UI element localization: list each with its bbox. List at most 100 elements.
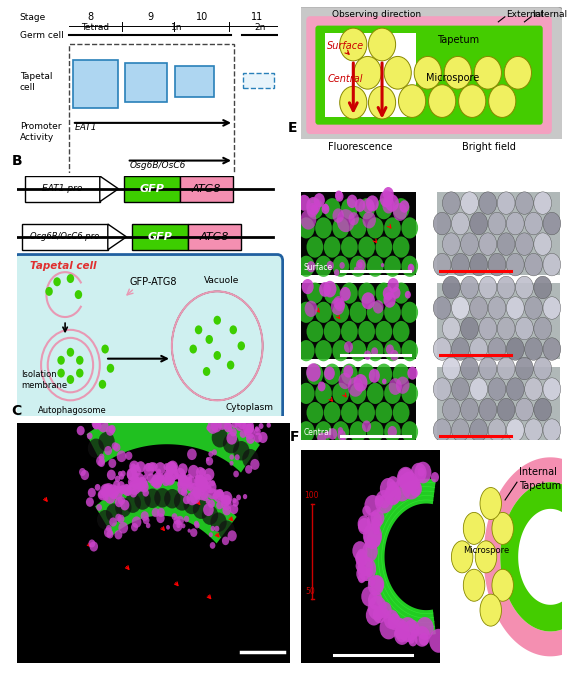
Circle shape (188, 465, 199, 478)
Circle shape (366, 196, 379, 211)
Circle shape (340, 28, 367, 61)
Circle shape (337, 430, 346, 440)
Circle shape (334, 269, 339, 276)
Circle shape (307, 198, 323, 219)
Circle shape (340, 287, 350, 301)
Circle shape (433, 213, 451, 235)
Circle shape (347, 194, 357, 208)
Circle shape (57, 368, 65, 378)
Circle shape (358, 518, 371, 535)
Circle shape (488, 419, 506, 441)
Circle shape (507, 419, 524, 441)
Circle shape (181, 488, 187, 496)
Circle shape (307, 282, 323, 304)
Circle shape (497, 276, 515, 299)
Circle shape (525, 213, 542, 235)
Circle shape (350, 340, 366, 362)
Circle shape (131, 465, 141, 477)
Circle shape (331, 298, 345, 315)
Circle shape (156, 473, 165, 484)
Text: C: C (11, 404, 22, 418)
Circle shape (516, 398, 533, 421)
Circle shape (375, 495, 384, 506)
Circle shape (135, 476, 140, 482)
Circle shape (364, 351, 371, 360)
Circle shape (224, 420, 232, 430)
Circle shape (235, 418, 245, 431)
FancyBboxPatch shape (126, 62, 167, 102)
Circle shape (53, 278, 61, 286)
Circle shape (126, 452, 132, 460)
Circle shape (492, 512, 513, 544)
Circle shape (105, 492, 115, 504)
Circle shape (368, 575, 384, 596)
Circle shape (133, 479, 142, 489)
Circle shape (187, 529, 191, 533)
Circle shape (338, 427, 343, 434)
Circle shape (507, 338, 524, 360)
Circle shape (122, 485, 132, 496)
Circle shape (461, 318, 478, 340)
Circle shape (507, 253, 524, 276)
Circle shape (227, 361, 235, 370)
Circle shape (112, 487, 123, 500)
Circle shape (452, 253, 469, 276)
Circle shape (300, 210, 316, 230)
Circle shape (335, 298, 345, 311)
FancyBboxPatch shape (180, 176, 233, 202)
Circle shape (543, 338, 561, 360)
Circle shape (414, 626, 430, 647)
Circle shape (158, 475, 162, 481)
Circle shape (100, 483, 112, 498)
Circle shape (57, 356, 65, 365)
Circle shape (79, 468, 86, 476)
Circle shape (534, 233, 552, 255)
Circle shape (433, 338, 451, 360)
Circle shape (340, 262, 345, 269)
Circle shape (390, 350, 399, 361)
Circle shape (214, 351, 221, 360)
Circle shape (384, 609, 399, 629)
Circle shape (461, 398, 478, 421)
Circle shape (324, 321, 340, 342)
Circle shape (147, 473, 155, 483)
Circle shape (98, 420, 108, 433)
Circle shape (375, 321, 392, 342)
Circle shape (402, 302, 418, 323)
Circle shape (212, 493, 218, 500)
Circle shape (174, 492, 190, 510)
Circle shape (105, 446, 112, 455)
Circle shape (135, 490, 151, 510)
Circle shape (212, 450, 217, 456)
Circle shape (186, 476, 195, 486)
Circle shape (534, 398, 552, 421)
Bar (301, 283, 416, 359)
Text: GFP-ATG8: GFP-ATG8 (129, 277, 177, 287)
Circle shape (178, 463, 187, 475)
Circle shape (206, 481, 216, 494)
Circle shape (470, 213, 487, 235)
Circle shape (187, 449, 197, 460)
Circle shape (384, 421, 401, 442)
Circle shape (116, 486, 120, 492)
Circle shape (240, 430, 247, 438)
Circle shape (442, 357, 460, 380)
Circle shape (66, 375, 74, 384)
Circle shape (118, 515, 124, 523)
Circle shape (200, 483, 207, 492)
Circle shape (375, 402, 392, 423)
Circle shape (333, 296, 344, 309)
Circle shape (543, 213, 561, 235)
Circle shape (107, 484, 119, 498)
Circle shape (341, 364, 358, 385)
Circle shape (341, 321, 358, 342)
Circle shape (402, 340, 418, 362)
Text: GFP: GFP (148, 232, 172, 242)
Circle shape (195, 326, 202, 334)
Circle shape (210, 512, 227, 532)
Circle shape (124, 487, 132, 496)
Circle shape (242, 449, 258, 468)
Circle shape (367, 340, 383, 362)
Text: 1n: 1n (170, 24, 182, 32)
Circle shape (452, 338, 469, 360)
